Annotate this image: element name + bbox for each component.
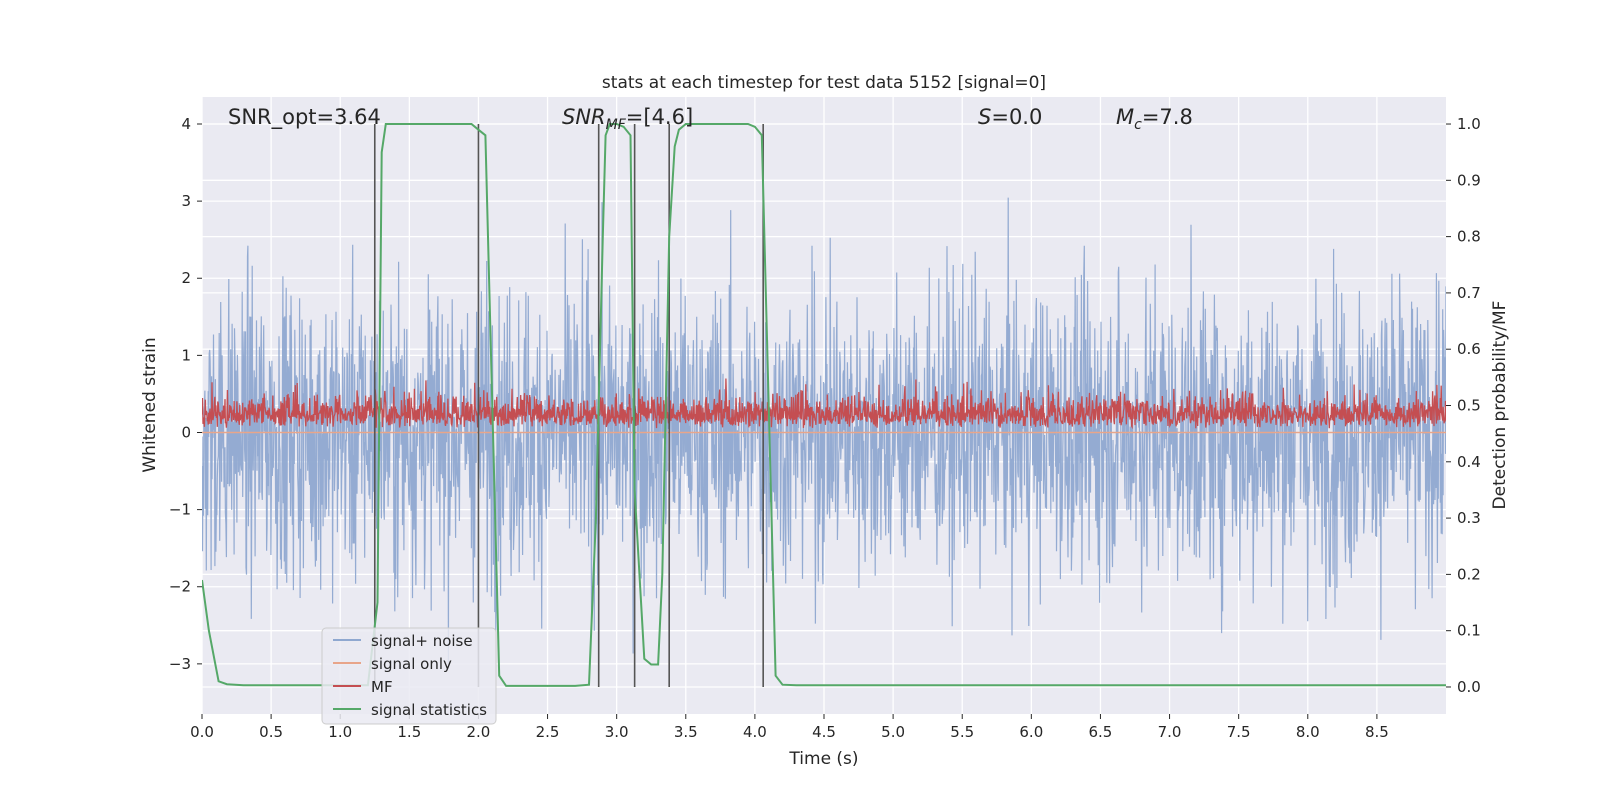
y2-tick-label: 1.0 (1457, 115, 1481, 133)
x-tick-label: 1.5 (397, 723, 421, 741)
x-tick-label: 1.0 (328, 723, 352, 741)
x-tick-label: 7.5 (1227, 723, 1251, 741)
x-tick-label: 2.0 (467, 723, 491, 741)
chart-title: stats at each timestep for test data 515… (602, 73, 1046, 93)
annotation-snr-opt: SNR_opt=3.64 (228, 105, 381, 130)
x-axis-label: Time (s) (788, 749, 858, 769)
legend: signal+ noise signal only MF signal stat… (321, 627, 497, 725)
y-tick-label: −1 (169, 501, 191, 519)
x-tick-label: 4.5 (812, 723, 836, 741)
x-tick-label: 5.0 (881, 723, 905, 741)
annotation-mc: Mc=7.8 (1116, 105, 1193, 133)
x-tick-label: 5.5 (950, 723, 974, 741)
legend-label-signal-only: signal only (371, 655, 452, 673)
x-tick-label: 4.0 (743, 723, 767, 741)
y2-tick-label: 0.5 (1457, 397, 1481, 415)
data-series (202, 123, 1446, 688)
y2-tick-label: 0.6 (1457, 340, 1481, 358)
y2-tick-label: 0.9 (1457, 171, 1481, 189)
legend-label-signal-statistics: signal statistics (371, 701, 487, 719)
series-mf-line (202, 378, 1446, 430)
x-tick-label: 6.0 (1019, 723, 1043, 741)
y-tick-label: 2 (181, 269, 191, 287)
y2-tick-label: 0.4 (1457, 453, 1481, 471)
legend-box (321, 627, 497, 725)
series-signal-statistics-line (202, 123, 1446, 687)
y-axis-label: Whitened strain (140, 337, 160, 472)
x-tick-label: 8.0 (1296, 723, 1320, 741)
y2-tick-label: 0.8 (1457, 228, 1481, 246)
y-tick-label: 1 (181, 346, 191, 364)
y-tick-label: 3 (181, 192, 191, 210)
x-tick-label: 7.0 (1158, 723, 1182, 741)
y2-tick-label: 0.2 (1457, 565, 1481, 583)
x-tick-label: 0.5 (259, 723, 283, 741)
x-tick-label: 8.5 (1365, 723, 1389, 741)
y2-tick-label: 0.0 (1457, 678, 1481, 696)
x-tick-label: 3.5 (674, 723, 698, 741)
y2-tick-label: 0.3 (1457, 509, 1481, 527)
y2-tick-label: 0.7 (1457, 284, 1481, 302)
annotation-snr-mf: SNRMF=[4.6] (562, 105, 693, 133)
y-tick-label: −2 (169, 578, 191, 596)
x-tick-label: 6.5 (1089, 723, 1113, 741)
axes: 0.0 0.5 1.0 1.5 2.0 2.5 3.0 3.5 4.0 4.5 5.0 5.5 6.0 6… (169, 115, 1481, 741)
y2-tick-label: 0.1 (1457, 622, 1481, 640)
x-tick-label: 3.0 (605, 723, 629, 741)
legend-label-signal-noise: signal+ noise (371, 632, 473, 650)
y-tick-label: 4 (181, 115, 191, 133)
y2-axis-label: Detection probability/MF (1490, 301, 1510, 510)
legend-label-mf: MF (371, 678, 393, 696)
annotation-s: S=0.0 (978, 105, 1042, 129)
y-tick-label: 0 (181, 423, 191, 441)
y-tick-label: −3 (169, 655, 191, 673)
x-tick-label: 0.0 (190, 723, 214, 741)
x-tick-label: 2.5 (536, 723, 560, 741)
